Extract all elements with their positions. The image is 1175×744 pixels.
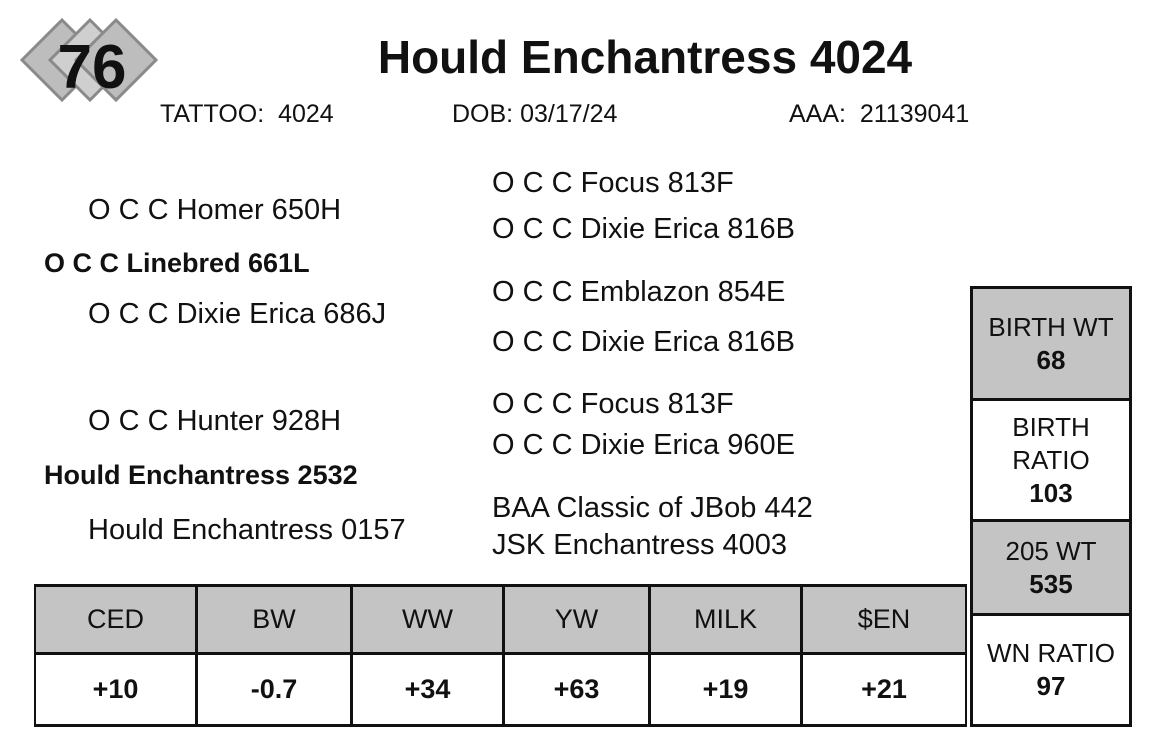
info-dob: DOB: 03/17/24 <box>452 100 617 129</box>
lot-number: 76 <box>58 33 127 102</box>
stat-label: 205 WT <box>1005 535 1097 566</box>
epd-header: MILK <box>648 587 800 655</box>
epd-value: +34 <box>350 655 502 724</box>
info-label: AAA: <box>789 100 846 128</box>
pedigree-dam: Hould Enchantress 2532 <box>44 460 358 490</box>
pedigree-outer-name: O C C Dixie Erica 816B <box>492 326 795 358</box>
stat-value: 68 <box>1036 344 1066 375</box>
epd-value: -0.7 <box>195 655 350 724</box>
pedigree-sire-sire: O C C Homer 650H <box>88 194 342 226</box>
info-aaa: AAA: 21139041 <box>789 100 969 129</box>
pedigree-outer-name: O C C Emblazon 854E <box>492 276 786 308</box>
info-label: TATTOO: <box>160 100 265 128</box>
pedigree-outer-name: O C C Dixie Erica 816B <box>492 213 795 245</box>
title: Hould Enchantress 4024 <box>377 31 913 83</box>
pedigree-outer-name: O C C Dixie Erica 960E <box>492 429 795 461</box>
stats-table <box>970 286 1132 727</box>
pedigree-sire-dam: O C C Dixie Erica 686J <box>88 298 387 330</box>
pedigree-outer-name: O C C Focus 813F <box>492 388 734 420</box>
pedigree-dam-dam: Hould Enchantress 0157 <box>88 514 406 546</box>
pedigree-outer-name: O C C Focus 813F <box>492 167 734 199</box>
pedigree-sire: O C C Linebred 661L <box>44 248 310 278</box>
stat-cell: BIRTH RATIO 103 <box>973 398 1129 519</box>
epd-header: YW <box>502 587 648 655</box>
info-value: 03/17/24 <box>520 100 618 128</box>
stat-value: 535 <box>1029 568 1073 599</box>
stat-cell: BIRTH WT 68 <box>973 289 1129 398</box>
stat-cell: 205 WT 535 <box>973 519 1129 613</box>
pedigree-dam-sire: O C C Hunter 928H <box>88 405 342 437</box>
stat-label: WN RATIO <box>986 638 1116 668</box>
info-value: 21139041 <box>859 100 970 128</box>
info-tattoo: TATTOO: 4024 <box>160 100 334 129</box>
epd-header: $EN <box>800 587 965 655</box>
stat-value: 97 <box>1036 671 1066 701</box>
info-label: DOB: <box>452 100 514 128</box>
info-value: 4024 <box>278 100 334 128</box>
epd-header: BW <box>195 587 350 655</box>
epd-value: +63 <box>502 655 648 724</box>
epd-header: CED <box>36 587 195 655</box>
stat-cell: WN RATIO 97 <box>973 613 1129 724</box>
lot-badge: 76 <box>20 18 159 103</box>
pedigree-outer-name: JSK Enchantress 4003 <box>492 529 788 561</box>
epd-header: WW <box>350 587 502 655</box>
stat-value: 103 <box>1029 477 1073 508</box>
pedigree-outer-name: BAA Classic of JBob 442 <box>492 492 813 524</box>
epd-value: +10 <box>36 655 195 724</box>
stat-label: BIRTH RATIO <box>1012 411 1090 475</box>
epd-value: +19 <box>648 655 800 724</box>
epd-value: +21 <box>800 655 965 724</box>
stat-label: BIRTH WT <box>988 311 1114 342</box>
epd-table <box>34 584 967 727</box>
